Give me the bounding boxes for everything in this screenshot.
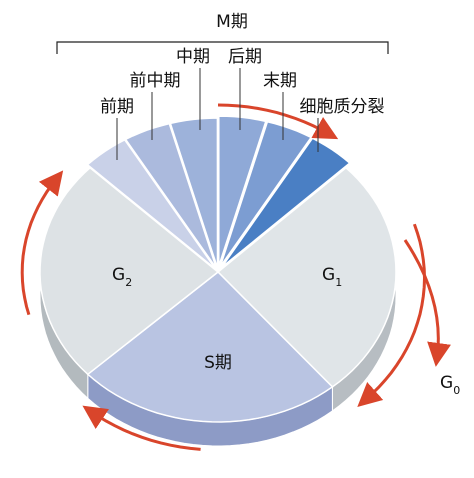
cytokinesis-label: 细胞质分裂 (300, 97, 385, 117)
m-label: M期 (216, 12, 248, 32)
leader-lines (116, 68, 319, 160)
g2-label: G2 (112, 265, 132, 289)
prophase-label: 前期 (100, 97, 134, 117)
arrow-m (217, 103, 339, 140)
metaphase-label: 中期 (176, 47, 210, 67)
g2-sector (39, 166, 220, 376)
arrow-g0 (403, 239, 451, 367)
g1-sub: 1 (335, 276, 342, 289)
arrow-g2 (20, 170, 64, 316)
telophase-label: 末期 (263, 71, 297, 91)
anaphase-label: 后期 (228, 47, 262, 67)
g1-sector (216, 166, 397, 388)
g0-letter: G (440, 373, 453, 393)
m-sector (86, 138, 217, 270)
prometaphase-label: 前中期 (130, 71, 181, 91)
m-sector (169, 117, 219, 269)
g0-sub: 0 (453, 384, 460, 397)
m-sector (218, 115, 267, 267)
pie (20, 103, 451, 451)
m-bracket (56, 41, 389, 54)
m-sector (221, 137, 351, 268)
g0-label: G0 (440, 373, 460, 397)
g1-label: G1 (322, 265, 342, 289)
m-sector (124, 122, 218, 269)
arrow-s (82, 405, 201, 451)
g2-sub: 2 (125, 276, 132, 289)
s-sector (86, 270, 334, 423)
s-label: S期 (204, 353, 232, 373)
m-sector (219, 120, 313, 267)
arrow-g1 (357, 223, 427, 407)
g2-letter: G (112, 265, 125, 285)
g1-letter: G (322, 265, 335, 285)
